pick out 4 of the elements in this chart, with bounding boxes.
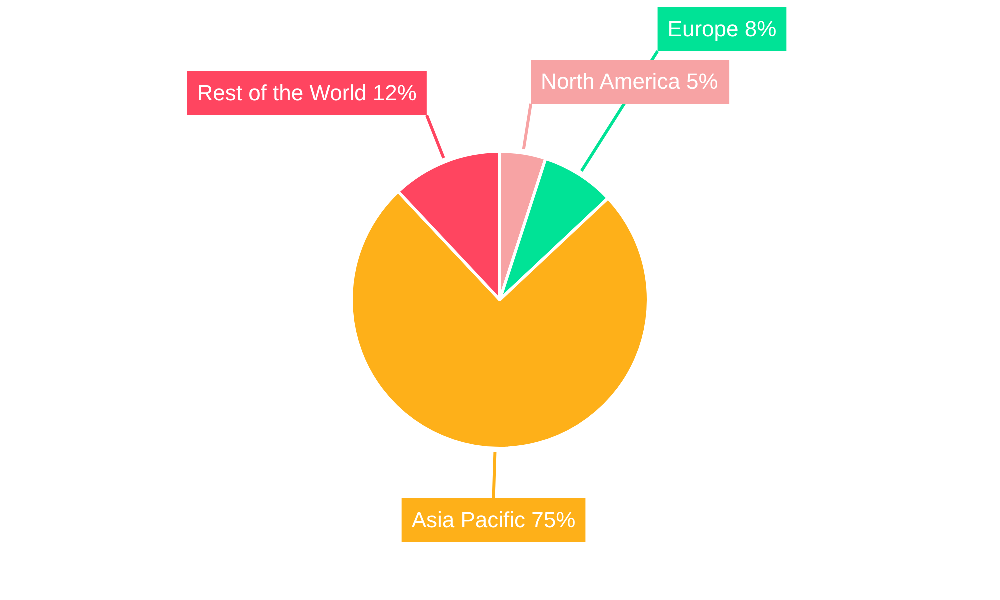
slice-label: North America 5% [541,69,718,94]
slice-label: Europe 8% [668,16,777,42]
slice-label: Asia Pacific 75% [412,507,576,532]
slice-label: Rest of the World 12% [197,80,417,106]
